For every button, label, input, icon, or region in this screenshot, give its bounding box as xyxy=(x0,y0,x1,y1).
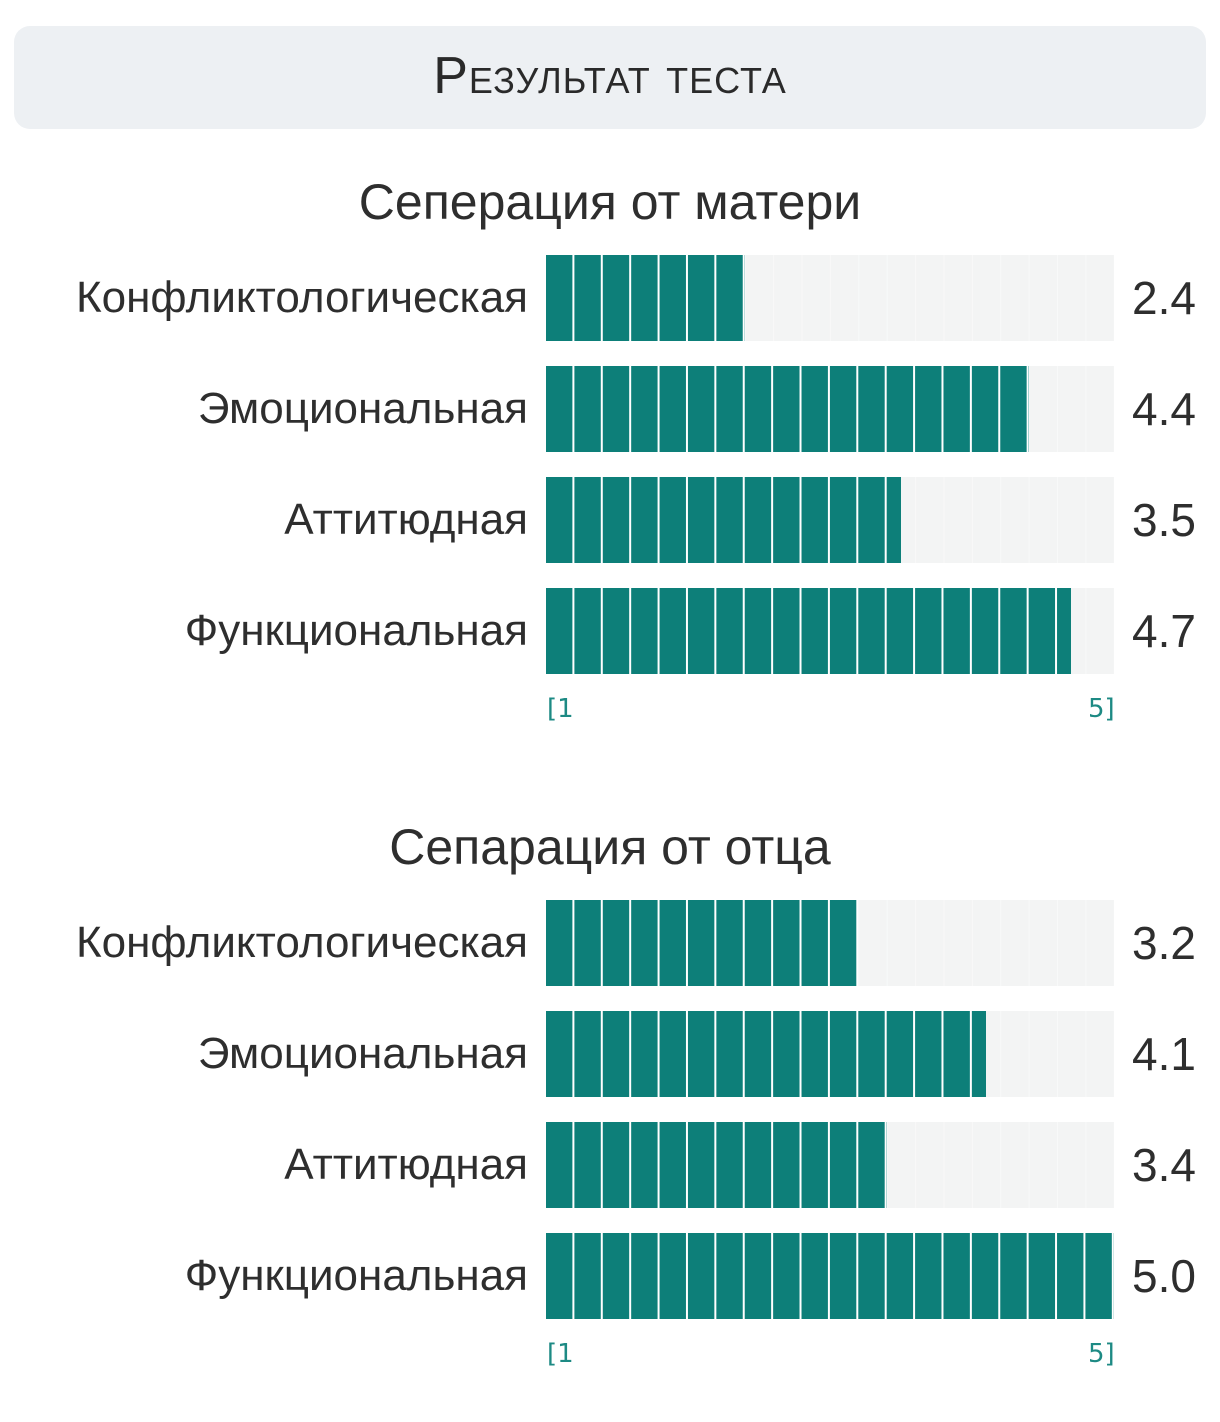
bar-row: Конфликтологическая 2.4 xyxy=(0,255,1220,341)
father-separation-chart: Сепарация от отца Конфликтологическая 3.… xyxy=(0,817,1220,1377)
bar-label: Эмоциональная xyxy=(197,384,528,433)
page-title: Результат теста xyxy=(433,46,787,105)
bar-fill xyxy=(546,366,1029,452)
bar-label: Функциональная xyxy=(184,1251,528,1300)
bar-value: 4.7 xyxy=(1132,605,1196,657)
bar-label: Конфликтологическая xyxy=(76,273,528,322)
bar-row: Конфликтологическая 3.2 xyxy=(0,900,1220,986)
bar-label: Аттитюдная xyxy=(284,495,528,544)
bar-fill xyxy=(546,588,1072,674)
bar-label: Эмоциональная xyxy=(197,1029,528,1078)
bar-label: Конфликтологическая xyxy=(76,918,528,967)
bar-fill xyxy=(546,1011,987,1097)
bar-row: Эмоциональная 4.4 xyxy=(0,366,1220,452)
bar-row: Аттитюдная 3.5 xyxy=(0,477,1220,563)
bar-track xyxy=(546,900,1114,986)
bar-row: Функциональная 5.0 xyxy=(0,1233,1220,1319)
chart-title: Сепарация от отца xyxy=(389,819,831,875)
bar-value: 5.0 xyxy=(1132,1250,1196,1302)
scale-max-label: 5] xyxy=(1088,694,1115,724)
bar-track xyxy=(546,477,1114,563)
bar-fill xyxy=(546,477,901,563)
bar-label: Функциональная xyxy=(184,606,528,655)
scale-min-label: [1 xyxy=(547,1339,574,1369)
scale-min-label: [1 xyxy=(547,694,574,724)
bar-track xyxy=(546,1011,1114,1097)
bar-value: 3.2 xyxy=(1132,917,1196,969)
chart-title: Сеперация от матери xyxy=(358,174,862,230)
bar-value: 3.5 xyxy=(1132,494,1196,546)
bar-track xyxy=(546,588,1114,674)
bar-row: Функциональная 4.7 xyxy=(0,588,1220,674)
bar-value: 2.4 xyxy=(1132,272,1196,324)
result-header: Результат теста xyxy=(14,26,1206,129)
bar-value: 4.1 xyxy=(1132,1028,1196,1080)
bar-fill xyxy=(546,1233,1114,1319)
bar-track xyxy=(546,1122,1114,1208)
bar-row: Эмоциональная 4.1 xyxy=(0,1011,1220,1097)
bar-fill xyxy=(546,900,859,986)
bar-value: 3.4 xyxy=(1132,1139,1196,1191)
scale-max-label: 5] xyxy=(1088,1339,1115,1369)
bar-track xyxy=(546,255,1114,341)
bar-value: 4.4 xyxy=(1132,383,1196,435)
bar-fill xyxy=(546,1122,887,1208)
bar-row: Аттитюдная 3.4 xyxy=(0,1122,1220,1208)
bar-track xyxy=(546,366,1114,452)
bar-label: Аттитюдная xyxy=(284,1140,528,1189)
bar-track xyxy=(546,1233,1114,1319)
bar-fill xyxy=(546,255,745,341)
mother-separation-chart: Сеперация от матери Конфликтологическая … xyxy=(0,172,1220,732)
